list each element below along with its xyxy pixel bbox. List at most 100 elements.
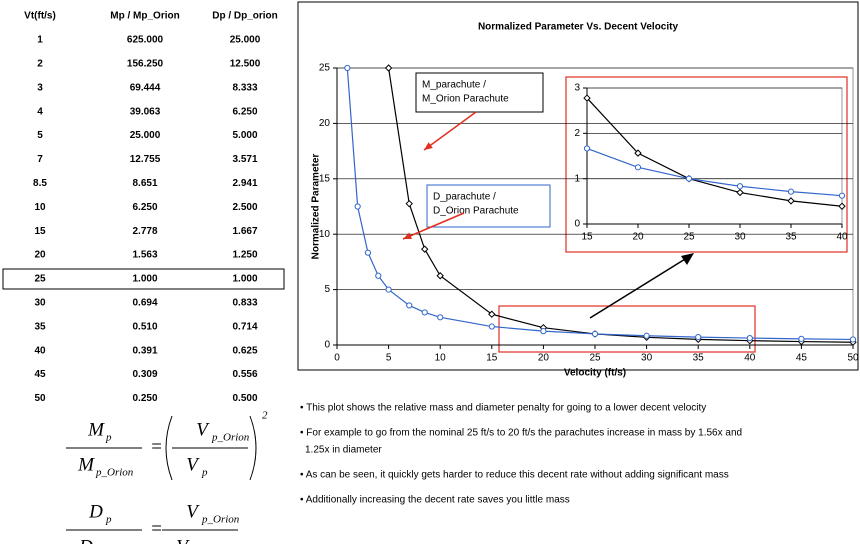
marker [787,197,795,205]
marker [695,333,702,341]
marker [384,64,393,72]
table-cell: 2.941 [232,178,257,189]
marker [406,302,413,309]
x-tick-label: 10 [435,353,447,364]
table-cell: 0.694 [132,298,157,309]
marker [488,310,496,318]
marker [405,199,413,208]
marker [736,188,744,197]
exponent: 2 [262,410,268,422]
marker [685,175,693,182]
table-cell: 0.250 [132,393,157,404]
marker [421,245,429,253]
table-cell: 6.250 [232,106,257,117]
table-cell: 35 [34,321,46,332]
bullet-text: • For example to go from the nominal 25 … [300,428,742,439]
table-cell: 12.755 [130,154,161,165]
x-tick-label: 45 [796,353,808,364]
formula-symbol: M [87,419,105,440]
bullet-text: • As can be seen, it quickly gets harder… [300,470,729,481]
y-tick-label: 0 [574,219,580,230]
marker [385,286,392,293]
table-cell: 0.510 [132,321,157,332]
table-cell: 3 [37,82,43,93]
formula-symbol: D [88,501,103,522]
x-tick-label: 35 [693,353,705,364]
equals: = [150,518,163,539]
marker [583,145,591,152]
y-axis-label: Normalized Parameter [311,154,322,260]
table-cell: 8.651 [132,178,157,189]
formula-symbol: V [186,454,200,475]
y-tick-label: 2 [574,128,580,139]
table-cell: 0.714 [232,321,257,332]
table-cell: 1.563 [132,250,157,261]
y-tick-label: 10 [319,229,331,240]
table-cell: 5 [37,130,43,141]
marker [583,94,591,102]
paren [165,415,173,481]
x-tick-label: 35 [785,232,797,243]
table-cell: 8.5 [33,178,47,189]
arrow-head [681,253,694,265]
table-cell: 1.250 [232,250,257,261]
marker [634,164,642,171]
formula-symbol: V [186,501,200,522]
series-line [346,67,854,341]
table-cell: 4 [37,106,43,117]
series-line [586,147,843,197]
marker [736,183,744,190]
table-cell: 2.500 [232,202,257,213]
y-tick-label: 20 [319,118,331,129]
bullet-text: • This plot shows the relative mass and … [300,403,706,414]
x-tick-label: 20 [538,353,550,364]
table-cell: 2.778 [132,226,157,237]
x-tick-label: 30 [734,232,746,243]
formula-subscript: p_Orion [201,514,240,526]
table-cell: 20 [34,250,46,261]
table-cell: 1.000 [232,274,257,285]
annotation-box [415,72,544,113]
marker [375,272,382,279]
table-cell: 15 [34,226,46,237]
marker [634,149,642,157]
table-cell: 0.500 [232,393,257,404]
bullet-text: • Additionally increasing the decent rat… [300,495,570,506]
formula-symbol: D [78,536,93,544]
annotation-arrow [423,111,477,151]
annotation-text: M_parachute / [422,80,486,91]
y-tick-label: 5 [324,284,330,295]
x-tick-label: 5 [386,353,392,364]
marker [437,314,444,321]
formula-subscript: p [105,514,112,526]
table-cell: 8.333 [232,82,257,93]
marker [746,334,753,342]
marker [798,335,805,342]
y-tick-label: 25 [319,63,331,74]
table-cell: 25.000 [130,130,161,141]
annotation-text: M_Orion Parachute [422,94,509,105]
marker [838,192,846,199]
table-cell: 6.250 [132,202,157,213]
x-tick-label: 40 [836,232,848,243]
marker [838,202,846,210]
table-cell: 25 [34,274,46,285]
table-cell: 12.500 [230,59,261,70]
table-cell: 25.000 [230,35,261,46]
x-tick-label: 30 [641,353,653,364]
table-cell: 625.000 [127,35,164,46]
formula-subscript: p [201,467,208,479]
table-cell: 1.667 [232,226,257,237]
series-line [586,97,843,207]
table-cell: 0.625 [232,345,257,356]
y-tick-label: 1 [574,173,580,184]
equals: = [150,436,163,457]
marker [344,64,351,72]
table-cell: 1.000 [132,274,157,285]
marker [421,309,428,316]
marker [591,330,599,338]
table-cell: 0.833 [232,298,257,309]
